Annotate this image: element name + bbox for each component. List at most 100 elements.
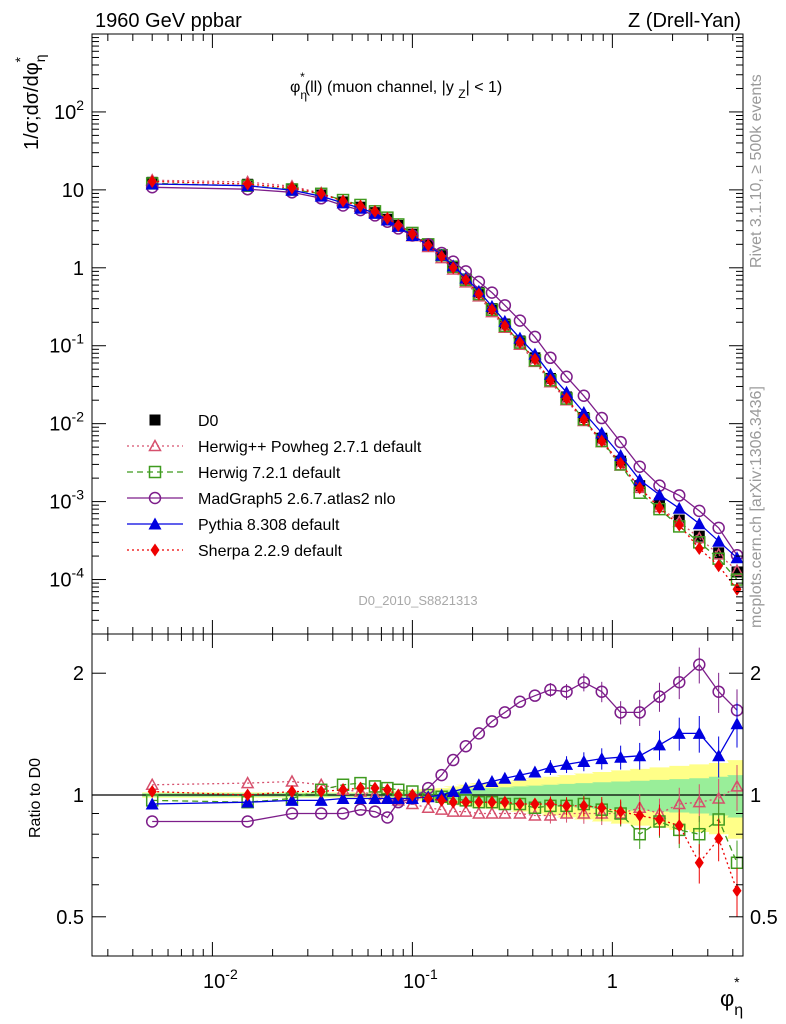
ratio-point — [474, 795, 484, 809]
ratio-point — [314, 793, 328, 806]
data-point — [692, 517, 706, 530]
y-tick-label: 10 — [62, 180, 84, 202]
data-point — [577, 389, 591, 403]
data-point — [633, 473, 647, 486]
series-line — [152, 180, 738, 590]
data-point — [633, 460, 646, 473]
data-point — [382, 211, 392, 225]
ratio-point — [459, 781, 473, 794]
ratio-point — [285, 774, 299, 787]
data-point — [243, 177, 253, 191]
data-point — [560, 370, 573, 383]
data-point — [423, 238, 433, 252]
ratio-point — [562, 799, 572, 813]
data-point — [487, 303, 497, 317]
ratio-point — [355, 781, 365, 795]
side-label-mcplots: mcplots.cern.ch [arXiv:1306.3436] — [748, 386, 765, 628]
main-plot-frame — [91, 33, 744, 635]
ratio-point — [485, 715, 499, 728]
data-point — [147, 175, 157, 189]
data-point — [543, 367, 557, 380]
ratio-point — [672, 726, 686, 739]
ratio-point — [145, 815, 159, 828]
legend-marker — [148, 438, 162, 452]
data-point — [498, 299, 512, 312]
ratio-point — [559, 806, 574, 819]
legend-label: Herwig 7.2.1 default — [198, 465, 341, 482]
ratio-point — [285, 793, 299, 806]
ratio-point — [560, 757, 574, 770]
y-tick-label: 10-2 — [49, 409, 84, 436]
ratio-point — [654, 812, 664, 826]
ratio-point — [652, 738, 666, 751]
ratio-point — [513, 806, 527, 819]
ratio-point — [579, 799, 589, 813]
ratio-point — [712, 685, 725, 698]
data-point — [616, 456, 626, 470]
ratio-point — [145, 797, 159, 810]
ratio-point — [692, 726, 706, 739]
x-tick-label: 10-1 — [403, 966, 438, 993]
ratio-point — [528, 765, 542, 778]
legend-item-pythia-8-308-default: Pythia 8.308 default — [127, 517, 340, 534]
ratio-point — [674, 819, 684, 833]
ratio-point — [314, 807, 328, 820]
ratio-point — [730, 717, 743, 730]
ratio-point — [633, 706, 646, 719]
data-point — [544, 351, 557, 365]
ratio-point — [381, 811, 394, 824]
legend-marker — [148, 517, 162, 530]
legend-label: Sherpa 2.2.9 default — [198, 543, 343, 560]
ratio-point — [472, 778, 486, 791]
series-herwig-powheg-2-7-1-default — [145, 173, 743, 576]
data-point — [714, 559, 724, 573]
data-point — [614, 435, 627, 449]
data-point — [316, 187, 326, 201]
ratio-point — [448, 795, 458, 809]
legend-marker — [148, 465, 162, 479]
legend-label: D0 — [198, 413, 219, 430]
ratio-point — [672, 796, 687, 810]
ratio-point — [543, 808, 558, 821]
data-point — [407, 227, 417, 241]
data-point — [437, 249, 447, 263]
ratio-point — [485, 806, 499, 819]
ratio-point — [423, 792, 433, 806]
ratio-point — [147, 785, 157, 799]
data-point — [730, 563, 743, 576]
data-point — [545, 373, 555, 387]
axis-ticks — [92, 34, 743, 956]
ratio-point — [241, 795, 255, 808]
ratio-point — [633, 749, 647, 762]
y-tick-label: 102 — [54, 97, 84, 124]
data-point — [712, 534, 726, 547]
ratio-point — [730, 779, 743, 792]
legend-item-herwig-7-2-1-default: Herwig 7.2.1 default — [127, 465, 341, 482]
ratio-point — [472, 806, 486, 819]
ratio-point — [614, 706, 627, 719]
data-point — [485, 286, 499, 299]
data-point — [528, 330, 542, 344]
ratio-point — [446, 804, 460, 817]
ratio-point — [407, 788, 417, 802]
ratio-point — [459, 804, 473, 817]
y-tick-label: 1 — [73, 258, 84, 280]
ratio-y-tick-label-right: 1 — [750, 785, 761, 807]
ratio-point — [485, 774, 499, 787]
y-axis-label-main: 1/σ;dσ/dφη* — [12, 55, 48, 151]
data-point — [370, 204, 380, 218]
ratio-point — [577, 806, 591, 819]
ratio-point — [515, 797, 525, 811]
ratio-point — [336, 807, 350, 820]
ratio-point — [595, 752, 609, 765]
side-label-rivet: Rivet 3.1.10, ≥ 500k events — [748, 74, 765, 268]
x-axis-label: φη* — [720, 974, 743, 1019]
ratio-point — [653, 690, 666, 703]
ratio-point — [446, 785, 460, 798]
data-point — [562, 392, 572, 406]
data-point — [579, 413, 589, 427]
x-tick-label: 1 — [607, 971, 618, 993]
x-tick-label: 10-2 — [203, 966, 238, 993]
data-point — [461, 273, 471, 287]
